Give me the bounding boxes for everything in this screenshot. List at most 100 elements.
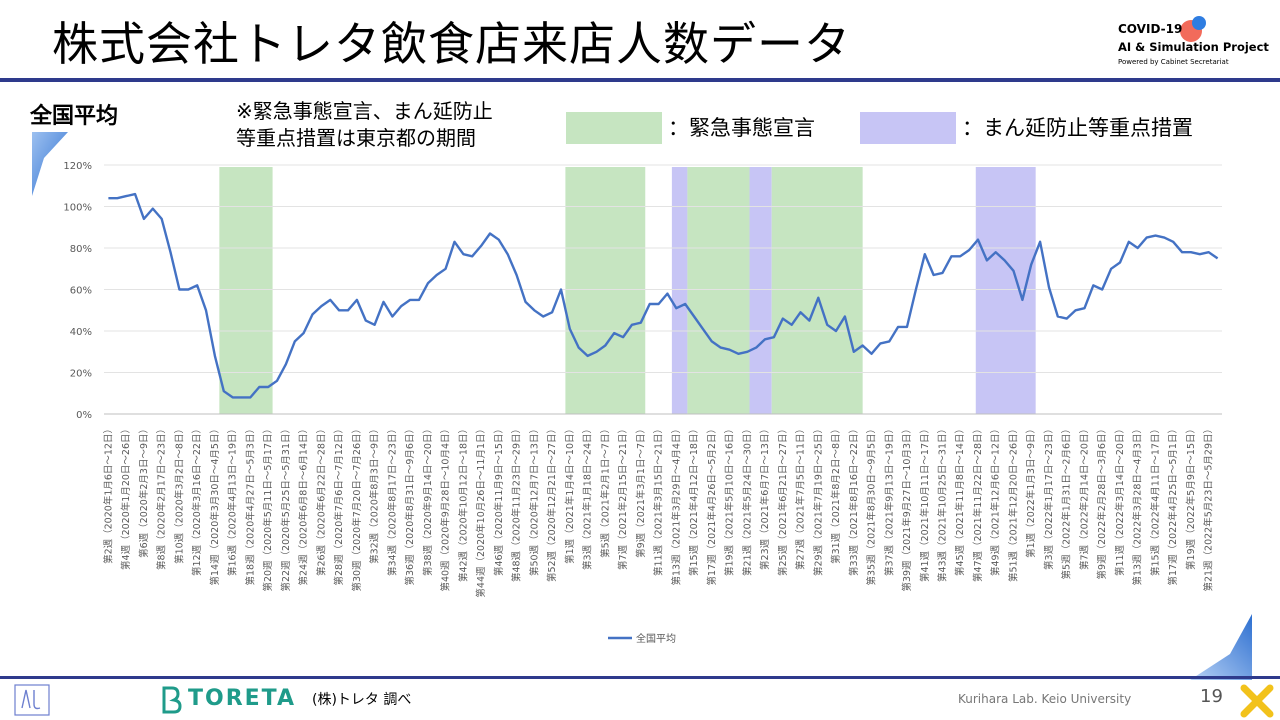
logo-dot-blue [1192, 16, 1206, 30]
data-point [1128, 241, 1129, 242]
x-tick-label: 第18週（2020年4月27日～5月3日） [244, 424, 256, 586]
data-point [1173, 241, 1174, 242]
x-tick-label: 第30週（2020年7月20日～7月26日） [351, 424, 363, 592]
data-point [454, 241, 455, 242]
period-band-emergency-3 [687, 167, 750, 414]
data-point [791, 324, 792, 325]
data-point [915, 289, 916, 290]
data-point [232, 397, 233, 398]
data-point [1102, 289, 1103, 290]
data-point [640, 322, 641, 323]
data-point [658, 303, 659, 304]
data-point [498, 239, 499, 240]
data-point [551, 312, 552, 313]
title-divider [0, 78, 1280, 82]
data-point [418, 299, 419, 300]
x-tick-label: 第13週（2022年3月28日～4月3日） [1132, 424, 1144, 586]
data-point [1084, 308, 1085, 309]
x-tick-label: 第13週（2021年3月29日～4月4日） [670, 424, 682, 586]
x-tick-label: 第49週（2021年12月6日～12日） [990, 424, 1002, 576]
data-point [800, 312, 801, 313]
data-point [605, 345, 606, 346]
data-point [259, 386, 260, 387]
data-point [933, 274, 934, 275]
data-point [649, 303, 650, 304]
y-tick-label: 120% [63, 161, 92, 172]
data-point [1075, 310, 1076, 311]
y-tick-label: 60% [70, 286, 92, 297]
x-tick-label: 第34週（2020年8月17日～23日） [386, 424, 398, 576]
y-tick-label: 80% [70, 244, 92, 255]
data-point [365, 320, 366, 321]
data-point [241, 397, 242, 398]
toreta-logo-icon [162, 686, 182, 714]
x-tick-label: 第25週（2021年6月21日～27日） [777, 424, 789, 576]
legend-priority-label: ：まん延防止等重点措置 [962, 116, 1193, 140]
x-tick-label: 第46週（2020年11月9日～15日） [493, 424, 505, 576]
x-tick-label: 第26週（2020年6月22日～28日） [315, 424, 327, 576]
x-tick-label: 第15週（2022年4月11日～17日） [1149, 424, 1161, 576]
data-point [321, 306, 322, 307]
x-tick-label: 第4週（2020年1月20日～26日） [120, 424, 132, 570]
data-point [143, 218, 144, 219]
x-tick-label: 第39週（2021年9月27日～10月3日） [901, 424, 913, 592]
x-tick-label: 第17週（2021年4月26日～5月2日） [706, 424, 718, 586]
x-tick-label: 第5週（2022年1月31日～2月6日） [1061, 424, 1073, 579]
data-point [481, 245, 482, 246]
data-point [268, 386, 269, 387]
data-source: (株)トレタ 調べ [312, 692, 412, 708]
y-tick-label: 0% [76, 410, 92, 421]
logo-line-2: AI & Simulation Project [1118, 40, 1269, 54]
logo-line-3: Powered by Cabinet Secretariat [1118, 58, 1229, 66]
data-point [676, 308, 677, 309]
data-point [1013, 270, 1014, 271]
x-tick-label: 第31週（2021年8月2日～8日） [830, 424, 842, 564]
period-band-priority-2 [671, 167, 688, 414]
x-tick-label: 第51週（2021年12月20日～26日） [1007, 424, 1019, 582]
y-tick-label: 40% [70, 327, 92, 338]
x-tick-label: 第32週（2020年8月3日～9日） [369, 424, 381, 564]
data-point [214, 355, 215, 356]
project-logo: COVID-19 AI & Simulation Project Powered… [1118, 16, 1269, 70]
x-tick-label: 第41週（2021年10月11日～17日） [919, 424, 931, 582]
data-point [170, 252, 171, 253]
data-point [134, 193, 135, 194]
data-point [374, 324, 375, 325]
data-point [667, 293, 668, 294]
x-tick-label: 第8週（2020年2月17日～23日） [156, 424, 168, 570]
y-tick-label: 20% [70, 369, 92, 380]
x-tick-label: 第14週（2020年3月30日～4月5日） [209, 424, 221, 586]
period-note-line-1: ※緊急事態宣言、まん延防止 [236, 99, 493, 123]
data-point [392, 316, 393, 317]
data-point [205, 310, 206, 311]
x-tick-label: 第21週（2021年5月24日～30日） [741, 424, 753, 576]
x-tick-label: 第40週（2020年9月28日～10月4日） [440, 424, 452, 592]
data-point [534, 310, 535, 311]
lab-credit: Kurihara Lab. Keio University [958, 692, 1132, 706]
lab-logo [14, 684, 50, 716]
x-tick-label: 第21週（2022年5月23日～5月29日） [1203, 424, 1215, 592]
data-point [525, 301, 526, 302]
data-point [951, 256, 952, 257]
x-tick-label: 第17週（2022年4月25日～5月1日） [1167, 424, 1179, 586]
legend-priority-swatch [860, 112, 956, 144]
data-point [631, 324, 632, 325]
data-point [383, 301, 384, 302]
data-point [1004, 260, 1005, 261]
data-point [578, 347, 579, 348]
data-point [427, 283, 428, 284]
x-tick-label: 第44週（2020年10月26日～11月1日） [475, 424, 487, 598]
data-point [711, 341, 712, 342]
x-tick-label: 第11週（2021年3月15日～21日） [653, 424, 665, 576]
data-point [1066, 318, 1067, 319]
toreta-brand: TORETA [188, 686, 297, 711]
data-point [1093, 285, 1094, 286]
x-tick-label: 第47週（2021年11月22日～28日） [972, 424, 984, 582]
data-point [445, 268, 446, 269]
data-point [685, 303, 686, 304]
x-tick-label: 第20週（2020年5月11日～5月17日） [262, 424, 274, 592]
data-point [472, 256, 473, 257]
x-tick-label: 第19週（2022年5月9日～15日） [1185, 424, 1197, 570]
data-point [622, 337, 623, 338]
data-point [188, 289, 189, 290]
